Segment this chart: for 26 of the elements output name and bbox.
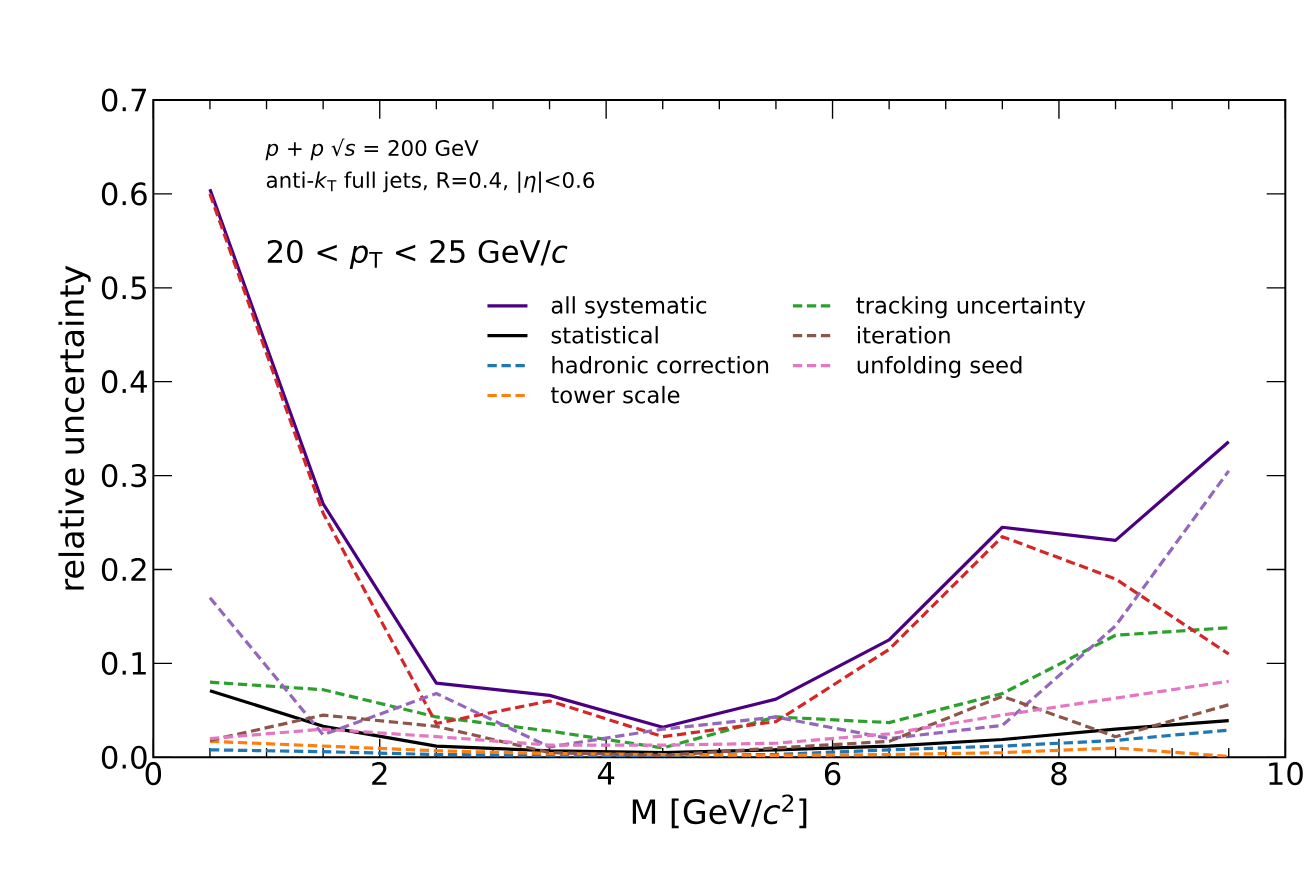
y-tick-label: 0.5 [101, 276, 146, 300]
legend-label: statistical [551, 326, 658, 344]
x-tick-label: 0 [145, 762, 162, 786]
x-tick-label: 6 [824, 762, 841, 786]
y-tick-label: 0.4 [101, 370, 147, 394]
x-tick-label: 4 [597, 762, 615, 785]
x-axis-title: M [GeV/c$^{2}$] [632, 794, 807, 829]
legend-label: iteration [857, 326, 950, 344]
annotation: anti-k$_{T}$ full jets, R=0.4, |η|<0.6 [266, 171, 595, 194]
legend-label: tracking uncertainty [856, 296, 1086, 319]
annotation: 20 < p$_{T}$ < 25 GeV/c [267, 240, 568, 270]
x-tick-label: 10 [1269, 762, 1303, 786]
y-tick-label: 0.1 [101, 651, 146, 676]
y-tick-label: 0.6 [101, 182, 147, 206]
legend-label: unfolding seed [857, 356, 1022, 379]
legend-label: tower scale [551, 386, 680, 404]
y-tick-label: 0.0 [101, 745, 147, 770]
x-tick-label: 8 [1051, 762, 1067, 786]
x-tick-label: 2 [372, 762, 387, 785]
y-tick-label: 0.7 [101, 88, 147, 112]
y-tick-label: 0.2 [101, 558, 146, 582]
y-tick-label: 0.3 [101, 464, 147, 488]
annotation: p + p √s = 200 GeV [265, 138, 479, 161]
legend-label: hadronic correction [552, 356, 769, 374]
y-axis-title: relative uncertainty [58, 265, 91, 590]
legend-label: all systematic [551, 296, 707, 319]
